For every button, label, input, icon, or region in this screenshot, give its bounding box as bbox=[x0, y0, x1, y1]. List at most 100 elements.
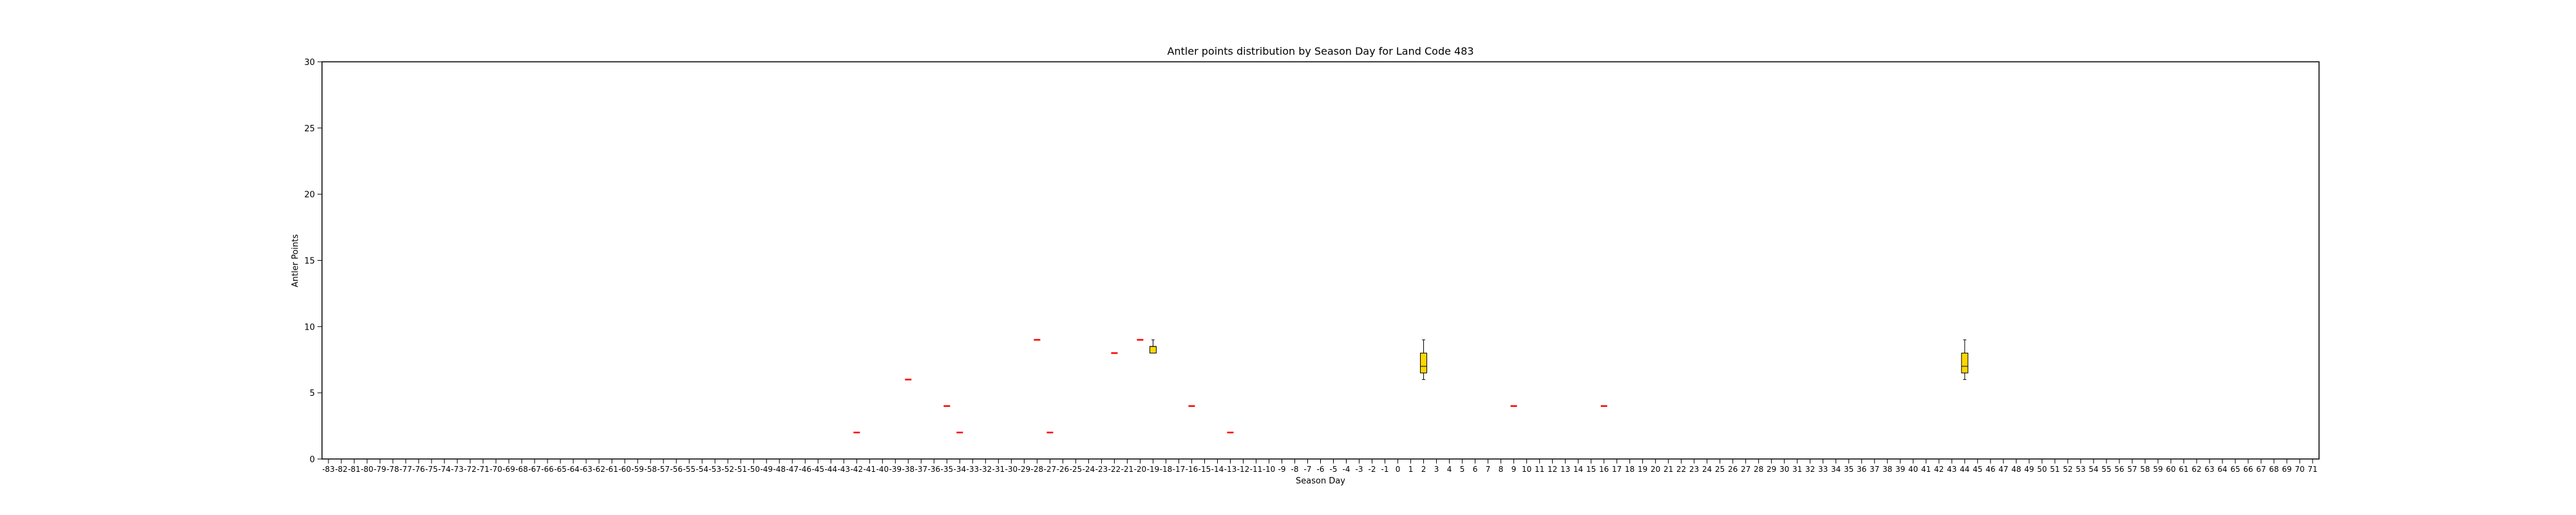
x-tick-label: -56 bbox=[670, 465, 683, 474]
x-tick-label: 56 bbox=[2114, 465, 2124, 474]
x-tick-label: 23 bbox=[1689, 465, 1699, 474]
x-tick-label: -16 bbox=[1186, 465, 1198, 474]
x-tick-label: -76 bbox=[412, 465, 425, 474]
x-tick-label: 46 bbox=[1985, 465, 1995, 474]
x-tick-label: -63 bbox=[580, 465, 592, 474]
x-tick-label: -29 bbox=[1018, 465, 1031, 474]
x-tick-label: 13 bbox=[1560, 465, 1570, 474]
x-tick-label: 31 bbox=[1792, 465, 1802, 474]
x-tick-label: 44 bbox=[1960, 465, 1969, 474]
x-tick-label: -40 bbox=[876, 465, 889, 474]
x-tick-label: -19 bbox=[1147, 465, 1160, 474]
x-tick-label: 57 bbox=[2127, 465, 2137, 474]
x-tick-label: -69 bbox=[502, 465, 515, 474]
x-tick-label: 30 bbox=[1779, 465, 1789, 474]
x-tick-label: 10 bbox=[1522, 465, 1531, 474]
x-tick-label: -20 bbox=[1134, 465, 1147, 474]
x-tick-label: -73 bbox=[451, 465, 464, 474]
x-tick-label: 32 bbox=[1805, 465, 1815, 474]
x-tick-label: -74 bbox=[438, 465, 451, 474]
x-tick-label: -65 bbox=[554, 465, 567, 474]
x-tick-label: -37 bbox=[914, 465, 927, 474]
x-tick-label: 40 bbox=[1908, 465, 1918, 474]
x-tick-label: -47 bbox=[786, 465, 799, 474]
x-tick-label: 53 bbox=[2076, 465, 2085, 474]
x-tick-label: 20 bbox=[1651, 465, 1660, 474]
x-tick-label: -13 bbox=[1224, 465, 1237, 474]
x-tick-label: -5 bbox=[1330, 465, 1338, 474]
x-tick-label: 4 bbox=[1447, 465, 1452, 474]
x-tick-label: 45 bbox=[1973, 465, 1982, 474]
x-tick-label: 19 bbox=[1638, 465, 1647, 474]
x-tick-label: -66 bbox=[541, 465, 554, 474]
x-tick-label: 50 bbox=[2037, 465, 2047, 474]
x-tick-label: -72 bbox=[464, 465, 477, 474]
y-tick-label: 10 bbox=[304, 323, 315, 332]
x-tick-label: 18 bbox=[1625, 465, 1634, 474]
x-tick-label: 11 bbox=[1535, 465, 1544, 474]
x-tick-label: -21 bbox=[1121, 465, 1134, 474]
x-tick-label: 60 bbox=[2166, 465, 2175, 474]
x-tick-label: -60 bbox=[618, 465, 631, 474]
chart-title: Antler points distribution by Season Day… bbox=[1167, 45, 1474, 57]
x-tick-label: -45 bbox=[811, 465, 824, 474]
x-tick-label: -31 bbox=[992, 465, 1005, 474]
x-tick-label: 62 bbox=[2192, 465, 2201, 474]
y-tick-label: 15 bbox=[304, 257, 315, 267]
x-tick-label: 34 bbox=[1831, 465, 1841, 474]
x-tick-label: 14 bbox=[1573, 465, 1583, 474]
x-tick-label: -6 bbox=[1317, 465, 1325, 474]
x-tick-label: -8 bbox=[1291, 465, 1299, 474]
x-tick-label: -50 bbox=[747, 465, 760, 474]
x-tick-label: -62 bbox=[592, 465, 605, 474]
box-iqr bbox=[1420, 352, 1428, 373]
x-tick-label: -54 bbox=[696, 465, 708, 474]
x-tick-label: -10 bbox=[1263, 465, 1276, 474]
x-tick-label: -78 bbox=[386, 465, 399, 474]
x-tick-label: -33 bbox=[967, 465, 980, 474]
x-tick-label: -46 bbox=[799, 465, 811, 474]
box-iqr bbox=[1149, 346, 1157, 353]
x-tick-label: 64 bbox=[2217, 465, 2227, 474]
x-tick-label: -43 bbox=[837, 465, 850, 474]
x-tick-label: 2 bbox=[1421, 465, 1426, 474]
x-tick-label: -71 bbox=[477, 465, 489, 474]
x-tick-label: 17 bbox=[1612, 465, 1622, 474]
x-tick-label: 7 bbox=[1486, 465, 1491, 474]
x-tick-label: -67 bbox=[528, 465, 541, 474]
x-tick-label: 36 bbox=[1857, 465, 1866, 474]
x-tick-label: 68 bbox=[2269, 465, 2278, 474]
x-tick-label: -12 bbox=[1237, 465, 1250, 474]
x-tick-label: -9 bbox=[1278, 465, 1285, 474]
x-tick-label: -68 bbox=[515, 465, 528, 474]
x-tick-label: -81 bbox=[348, 465, 361, 474]
x-tick-label: -4 bbox=[1343, 465, 1350, 474]
x-tick-label: -51 bbox=[734, 465, 747, 474]
x-tick-label: 51 bbox=[2050, 465, 2060, 474]
x-tick-label: -58 bbox=[644, 465, 657, 474]
x-tick-label: -35 bbox=[941, 465, 954, 474]
x-tick-label: -17 bbox=[1173, 465, 1186, 474]
x-tick-label: 24 bbox=[1702, 465, 1712, 474]
x-tick-label: -75 bbox=[425, 465, 438, 474]
plot-area-frame bbox=[321, 61, 2320, 460]
x-tick-label: -53 bbox=[708, 465, 721, 474]
x-tick-label: 35 bbox=[1844, 465, 1853, 474]
x-tick-label: 69 bbox=[2282, 465, 2291, 474]
x-tick-label: 26 bbox=[1728, 465, 1738, 474]
x-tick-label: 48 bbox=[2011, 465, 2021, 474]
x-tick-label: -7 bbox=[1304, 465, 1312, 474]
x-tick-label: -44 bbox=[824, 465, 837, 474]
x-tick-label: -36 bbox=[928, 465, 941, 474]
x-tick-label: 49 bbox=[2024, 465, 2034, 474]
x-tick-label: -42 bbox=[850, 465, 863, 474]
x-tick-label: 8 bbox=[1499, 465, 1504, 474]
x-tick-label: 38 bbox=[1882, 465, 1892, 474]
x-tick-label: 12 bbox=[1548, 465, 1557, 474]
x-tick-label: -38 bbox=[902, 465, 914, 474]
x-tick-label: 29 bbox=[1766, 465, 1776, 474]
x-tick-label: -83 bbox=[322, 465, 335, 474]
x-tick-label: 54 bbox=[2088, 465, 2098, 474]
box-day--19 bbox=[1149, 339, 1157, 353]
